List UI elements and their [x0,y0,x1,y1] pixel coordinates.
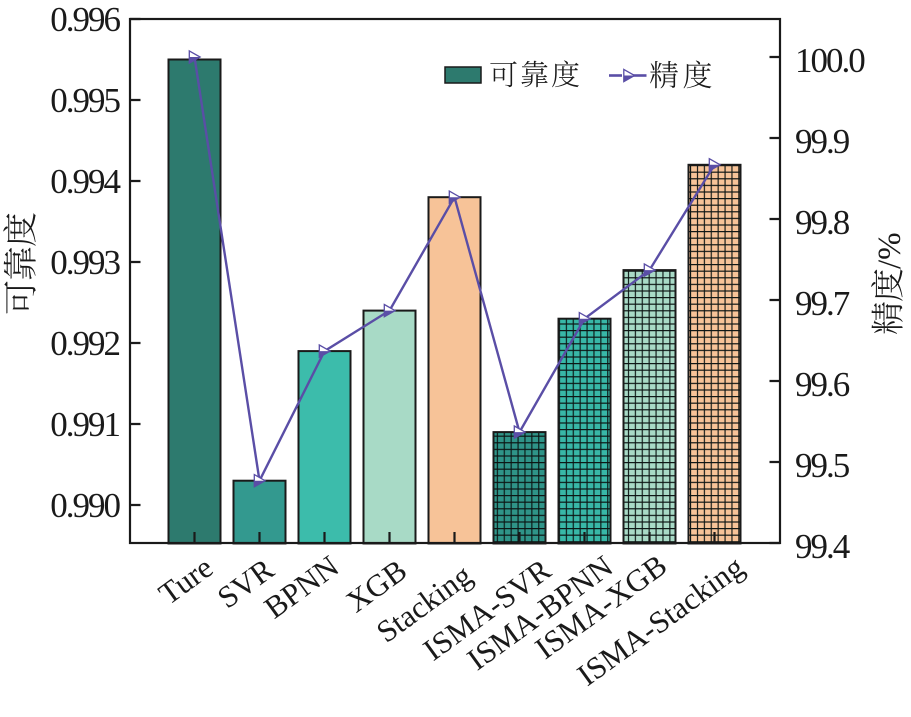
svg-text:99.6: 99.6 [795,365,850,404]
svg-text:/%: /% [872,232,908,269]
svg-text:99.9: 99.9 [795,122,850,161]
svg-text:0.994: 0.994 [50,162,120,201]
svg-text:0.993: 0.993 [50,243,120,282]
svg-text:99.5: 99.5 [795,446,850,485]
svg-text:99.4: 99.4 [795,527,850,566]
svg-text:99.8: 99.8 [795,203,850,242]
svg-text:0.991: 0.991 [50,405,119,444]
svg-text:0.990: 0.990 [50,486,120,525]
svg-text:0.992: 0.992 [50,324,119,363]
svg-text:99.7: 99.7 [795,284,850,323]
svg-text:0.996: 0.996 [50,0,120,39]
svg-text:100.0: 100.0 [795,41,865,80]
svg-text:0.995: 0.995 [50,81,120,120]
